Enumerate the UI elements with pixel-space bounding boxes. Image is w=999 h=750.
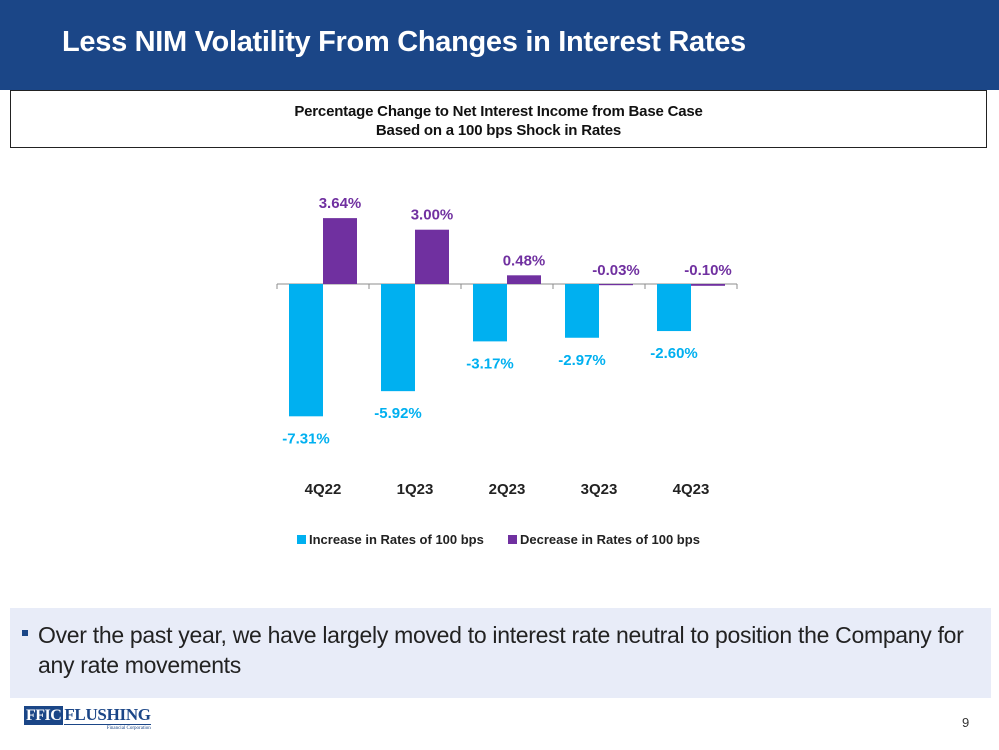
page-number: 9 xyxy=(962,715,970,730)
decrease-data-label: -0.10% xyxy=(684,262,732,279)
category-label: 3Q23 xyxy=(581,481,618,498)
decrease-bar-2q23 xyxy=(507,275,541,284)
decrease-bar-4q23 xyxy=(691,284,725,286)
logo-word: FLUSHING Financial Corporation xyxy=(64,705,151,732)
logo-mark: FFIC xyxy=(24,706,64,725)
increase-bar-4q22 xyxy=(289,284,323,417)
legend-label-increase: Increase in Rates of 100 bps xyxy=(309,532,484,547)
category-label: 2Q23 xyxy=(489,481,526,498)
bar-chart: -7.31% -5.92% -3.17% -2.97% -2.60% 3.64% 3.00%… xyxy=(276,195,738,547)
decrease-bar-4q22 xyxy=(323,218,357,284)
category-label: 4Q23 xyxy=(673,481,710,498)
logo-name: FLUSHING xyxy=(64,705,151,725)
decrease-data-label: 3.00% xyxy=(411,207,454,224)
increase-bar-1q23 xyxy=(381,284,415,392)
category-label: 4Q22 xyxy=(305,481,342,498)
increase-bar-3q23 xyxy=(565,284,599,338)
increase-data-label: -2.60% xyxy=(650,345,698,362)
chart-title-box: Percentage Change to Net Interest Income… xyxy=(10,90,987,148)
company-logo: FFIC FLUSHING Financial Corporation xyxy=(24,706,151,732)
decrease-bar-1q23 xyxy=(415,229,449,284)
increase-data-label: -3.17% xyxy=(466,355,514,372)
bullet-box: Over the past year, we have largely move… xyxy=(10,608,991,698)
page-title: Less NIM Volatility From Changes in Inte… xyxy=(62,26,746,58)
increase-data-label: -7.31% xyxy=(282,430,330,447)
decrease-data-label: 0.48% xyxy=(503,252,546,269)
decrease-data-label: -0.03% xyxy=(592,262,640,279)
legend-swatch-decrease xyxy=(508,535,517,544)
increase-data-label: -5.92% xyxy=(374,405,422,422)
bullet-marker xyxy=(22,630,28,636)
increase-bar-2q23 xyxy=(473,284,507,342)
chart-subtitle: Based on a 100 bps Shock in Rates xyxy=(375,122,622,139)
legend-swatch-increase xyxy=(297,535,306,544)
legend-label-decrease: Decrease in Rates of 100 bps xyxy=(520,532,700,547)
increase-bar-4q23 xyxy=(657,284,691,332)
bullet-text: Over the past year, we have largely move… xyxy=(38,622,964,678)
header-bar xyxy=(0,0,999,90)
category-label: 1Q23 xyxy=(397,481,434,498)
increase-data-label: -2.97% xyxy=(558,352,606,369)
decrease-bar-3q23 xyxy=(599,284,633,286)
logo-subtitle: Financial Corporation xyxy=(106,726,151,731)
decrease-data-label: 3.64% xyxy=(319,195,362,212)
chart-title: Percentage Change to Net Interest Income… xyxy=(294,103,703,120)
